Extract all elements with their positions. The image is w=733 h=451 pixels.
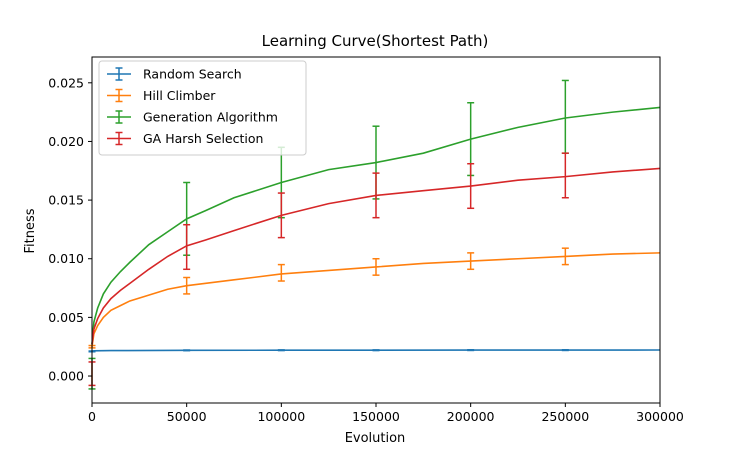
legend: Random Search Hill Climber Generation Algo… <box>98 60 307 156</box>
error-bar <box>467 162 475 210</box>
series-line <box>91 106 661 345</box>
error-bar <box>561 79 569 154</box>
y-tick-label: 0.015 <box>48 193 84 208</box>
series-1 <box>88 247 661 349</box>
error-bar <box>372 172 380 219</box>
x-axis-ticks: 0 50000 100000 150000 200000 250000 300000 <box>88 403 684 424</box>
x-tick-label: 50000 <box>167 409 207 424</box>
series-layer <box>88 79 661 390</box>
x-tick-label: 150000 <box>352 409 400 424</box>
x-tick-label: 100000 <box>257 409 305 424</box>
series-line <box>91 252 661 347</box>
y-tick-label: 0.010 <box>48 251 84 266</box>
error-bar <box>277 349 285 352</box>
legend-label: Hill Climber <box>143 88 216 103</box>
legend-item: Generation Algorithm <box>107 110 278 125</box>
chart-title: Learning Curve(Shortest Path) <box>262 32 489 50</box>
legend-label: Random Search <box>143 67 242 82</box>
error-bar <box>467 349 475 352</box>
error-bar <box>372 257 380 276</box>
legend-item: GA Harsh Selection <box>107 131 263 146</box>
series-3 <box>88 152 661 387</box>
x-tick-label: 300000 <box>636 409 684 424</box>
series-line <box>91 167 661 345</box>
legend-item: Hill Climber <box>107 88 216 103</box>
error-bar <box>183 223 191 271</box>
error-bar <box>277 263 285 282</box>
y-tick-label: 0.000 <box>48 369 84 384</box>
y-axis-ticks: 0.000 0.005 0.010 0.015 0.020 0.025 <box>48 75 92 384</box>
y-tick-label: 0.005 <box>48 310 84 325</box>
error-bar <box>561 349 569 352</box>
y-tick-label: 0.020 <box>48 134 84 149</box>
y-tick-label: 0.025 <box>48 75 84 90</box>
series-0 <box>88 349 661 353</box>
error-bar <box>183 349 191 352</box>
x-axis-label: Evolution <box>345 431 406 446</box>
legend-box <box>98 60 307 156</box>
x-tick-label: 200000 <box>447 409 495 424</box>
error-bar <box>372 349 380 352</box>
error-bar <box>183 276 191 295</box>
x-tick-label: 250000 <box>541 409 589 424</box>
error-bar <box>277 192 285 239</box>
x-tick-label: 0 <box>88 409 96 424</box>
error-bar <box>561 247 569 266</box>
y-axis-label: Fitness <box>23 208 38 253</box>
legend-item: Random Search <box>107 67 242 82</box>
legend-label: GA Harsh Selection <box>143 131 263 146</box>
legend-label: Generation Algorithm <box>143 110 278 125</box>
error-bar <box>561 152 569 199</box>
error-bar <box>467 252 475 271</box>
